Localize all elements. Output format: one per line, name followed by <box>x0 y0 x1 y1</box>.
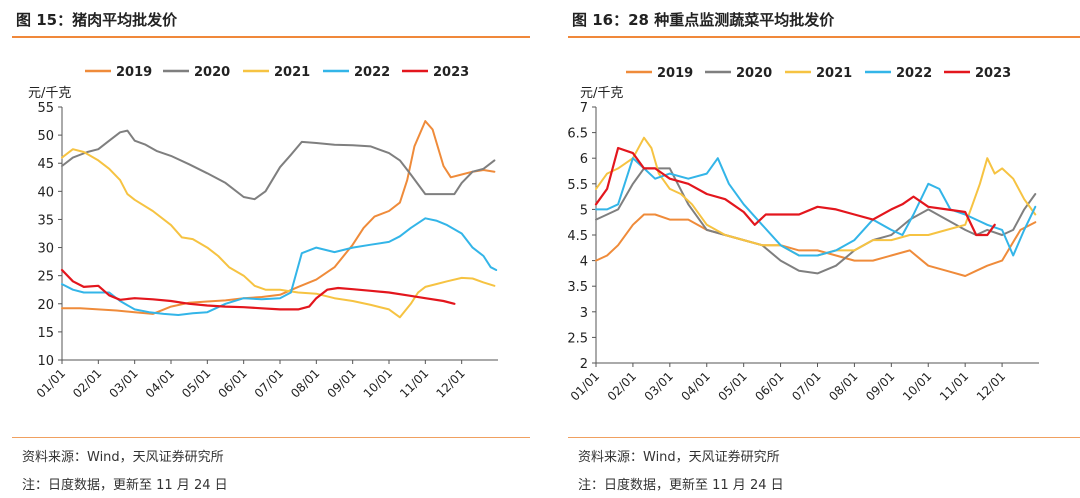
x-tick-label: 03/01 <box>642 369 676 403</box>
y-tick-label: 4 <box>580 255 588 270</box>
series-line-2019 <box>61 120 496 315</box>
y-tick-label: 6 <box>580 152 588 167</box>
series-line-2021 <box>61 148 496 319</box>
legend-label-2019: 2019 <box>657 66 693 81</box>
pork-price-chart: 2019 2020 2021 2022 2023 元/千克 10 15 20 25 30 35 40 45… <box>28 65 498 401</box>
y-tick-label: 3.5 <box>567 280 588 295</box>
data-note: 注：日度数据，更新至 11 月 24 日 <box>578 478 784 493</box>
source-note: 资料来源：Wind，天风证券研究所 <box>578 450 780 465</box>
y-tick-label: 15 <box>37 326 54 341</box>
x-tick-label: 10/01 <box>361 366 395 400</box>
y-tick-label: 35 <box>37 213 54 228</box>
y-tick-label: 3 <box>580 306 588 321</box>
x-tick-label: 01/01 <box>34 366 68 400</box>
data-note: 注：日度数据，更新至 11 月 24 日 <box>22 478 228 493</box>
x-tick-label: 04/01 <box>143 366 177 400</box>
series-line-2020 <box>61 129 496 201</box>
y-tick-label: 4.5 <box>567 229 588 244</box>
title-divider <box>12 36 530 38</box>
chart-title: 图 15：猪肉平均批发价 <box>16 11 178 29</box>
legend-label-2019: 2019 <box>116 65 152 80</box>
y-axis-unit: 元/千克 <box>580 86 623 101</box>
y-axis-unit: 元/千克 <box>28 86 71 101</box>
series-line-2022 <box>61 217 498 316</box>
x-tick-label: 06/01 <box>215 366 249 400</box>
x-tick-label: 09/01 <box>324 366 358 400</box>
x-tick-label: 06/01 <box>752 369 786 403</box>
x-tick-label: 08/01 <box>288 366 322 400</box>
legend-label-2020: 2020 <box>194 65 230 80</box>
series-line-2021 <box>595 136 1037 257</box>
legend-label-2022: 2022 <box>896 66 932 81</box>
legend-label-2020: 2020 <box>736 66 772 81</box>
x-tick-label: 10/01 <box>900 369 934 403</box>
chart-panel-pork: 图 15：猪肉平均批发价 2019 2020 2021 2022 2023 元/千克 10 1… <box>0 0 530 498</box>
y-tick-label: 5.5 <box>567 178 588 193</box>
y-tick-label: 50 <box>37 129 54 144</box>
x-tick-label: 12/01 <box>974 369 1008 403</box>
y-tick-label: 10 <box>37 354 54 369</box>
vegetable-price-chart: 2019 2020 2021 2022 2023 元/千克 2 2.5 3 3.5 4 4.5 5 5.5… <box>567 66 1039 404</box>
x-tick-label: 09/01 <box>863 369 897 403</box>
legend-label-2022: 2022 <box>354 65 390 80</box>
legend-label-2023: 2023 <box>975 66 1011 81</box>
x-tick-label: 02/01 <box>605 369 639 403</box>
series-line-2019 <box>595 213 1037 277</box>
y-tick-label: 2 <box>580 357 588 372</box>
title-divider <box>568 36 1080 38</box>
source-divider <box>12 437 530 438</box>
y-tick-label: 6.5 <box>567 127 588 142</box>
x-tick-label: 11/01 <box>397 366 431 400</box>
y-tick-label: 30 <box>37 242 54 257</box>
chart-panel-vegetables: 图 16：28 种重点监测蔬菜平均批发价 2019 2020 2021 2022 202… <box>556 0 1080 498</box>
y-tick-label: 25 <box>37 270 54 285</box>
x-tick-label: 08/01 <box>826 369 860 403</box>
y-tick-label: 20 <box>37 298 54 313</box>
x-tick-label: 11/01 <box>937 369 971 403</box>
x-tick-label: 02/01 <box>70 366 104 400</box>
x-tick-label: 07/01 <box>789 369 823 403</box>
legend-label-2021: 2021 <box>274 65 310 80</box>
x-tick-label: 03/01 <box>106 366 140 400</box>
x-tick-label: 05/01 <box>715 369 749 403</box>
y-tick-label: 40 <box>37 185 54 200</box>
y-tick-label: 2.5 <box>567 331 588 346</box>
y-tick-label: 7 <box>580 101 588 116</box>
x-tick-label: 04/01 <box>679 369 713 403</box>
series-line-2023 <box>60 268 456 311</box>
series-line-2023 <box>594 146 996 237</box>
series-line-2022 <box>595 157 1037 257</box>
legend-label-2021: 2021 <box>816 66 852 81</box>
source-divider <box>568 437 1080 438</box>
x-tick-label: 12/01 <box>433 366 467 400</box>
x-tick-label: 07/01 <box>252 366 286 400</box>
y-tick-label: 55 <box>37 101 54 116</box>
legend-label-2023: 2023 <box>433 65 469 80</box>
chart-title: 图 16：28 种重点监测蔬菜平均批发价 <box>572 11 835 29</box>
y-tick-label: 5 <box>580 203 588 218</box>
x-tick-label: 01/01 <box>568 369 602 403</box>
source-note: 资料来源：Wind，天风证券研究所 <box>22 450 224 465</box>
x-tick-label: 05/01 <box>179 366 213 400</box>
y-tick-label: 45 <box>37 157 54 172</box>
